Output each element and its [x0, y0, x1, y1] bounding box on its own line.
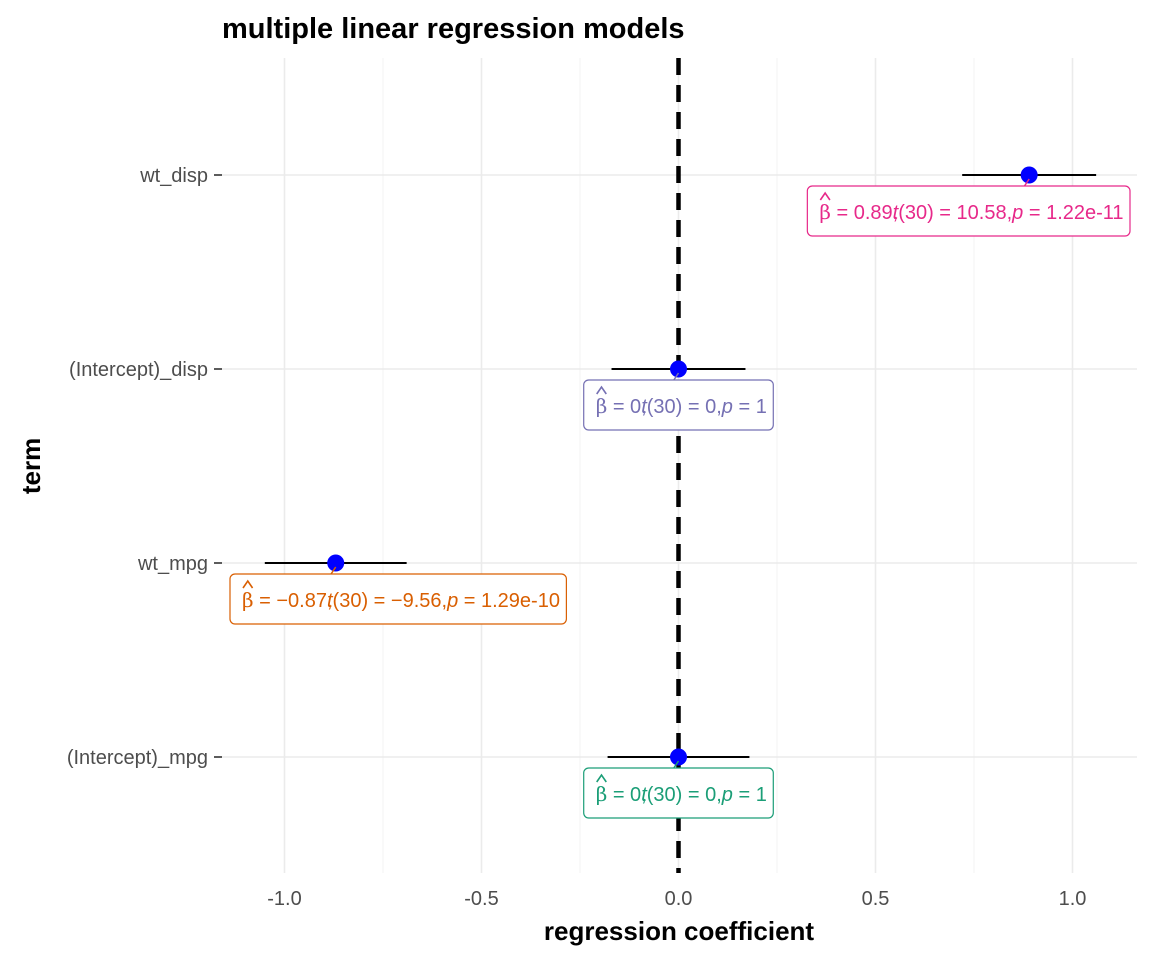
annotation-box-wt_disp — [806, 185, 1131, 237]
annotation-box-wt_mpg — [229, 573, 567, 625]
annotation-wt_mpg: β = −0.87, t(30) = −9.56, p = 1.29e-10 — [229, 566, 567, 625]
y-tick-label-(Intercept)_disp: (Intercept)_disp — [69, 359, 208, 381]
points — [327, 166, 1038, 766]
beta-hat-mark — [819, 191, 831, 201]
annotation-box-(Intercept)_mpg — [583, 767, 774, 819]
x-tick-label-1: -0.5 — [464, 888, 498, 910]
annotation-box-(Intercept)_disp — [583, 379, 774, 431]
annotation-labels: β = 0.89, t(30) = 10.58, p = 1.22e-11 β =… — [229, 178, 1131, 819]
x-axis-title: regression coefficient — [544, 916, 815, 946]
y-tick-label-wt_disp: wt_disp — [139, 165, 208, 187]
annotation-text-wt_mpg: β = −0.87, t(30) = −9.56, p = 1.29e-10 — [242, 588, 560, 612]
annotation-text-wt_disp: β = 0.89, t(30) = 10.58, p = 1.22e-11 — [819, 200, 1123, 224]
estimate-point-wt_mpg — [327, 554, 345, 572]
beta-hat-mark — [242, 579, 254, 589]
y-axis: wt_disp (Intercept)_disp wt_mpg (Intercept)… — [67, 165, 222, 769]
annotation-(Intercept)_mpg: β = 0, t(30) = 0, p = 1 — [583, 760, 774, 819]
x-tick-label-3: 0.5 — [862, 888, 890, 910]
y-tick-label-(Intercept)_mpg: (Intercept)_mpg — [67, 747, 208, 769]
estimate-point-(Intercept)_disp — [670, 360, 687, 378]
x-tick-label-0: -1.0 — [267, 888, 301, 910]
annotation-wt_disp: β = 0.89, t(30) = 10.58, p = 1.22e-11 — [806, 178, 1131, 237]
x-axis: -1.0 -0.5 0.0 0.5 1.0 — [267, 888, 1086, 910]
annotation-text-(Intercept)_mpg: β = 0, t(30) = 0, p = 1 — [596, 782, 767, 806]
x-tick-label-4: 1.0 — [1059, 888, 1087, 910]
beta-hat-mark — [596, 385, 607, 395]
estimate-point-wt_disp — [1020, 166, 1038, 184]
annotation-(Intercept)_disp: β = 0, t(30) = 0, p = 1 — [583, 372, 774, 431]
y-tick-label-wt_mpg: wt_mpg — [137, 553, 208, 575]
x-tick-label-2: 0.0 — [665, 888, 693, 910]
chart-title: multiple linear regression models — [222, 13, 685, 45]
annotation-text-(Intercept)_disp: β = 0, t(30) = 0, p = 1 — [596, 394, 767, 418]
estimate-point-(Intercept)_mpg — [670, 748, 687, 766]
beta-hat-mark — [596, 773, 607, 783]
y-axis-title: term — [16, 438, 46, 494]
